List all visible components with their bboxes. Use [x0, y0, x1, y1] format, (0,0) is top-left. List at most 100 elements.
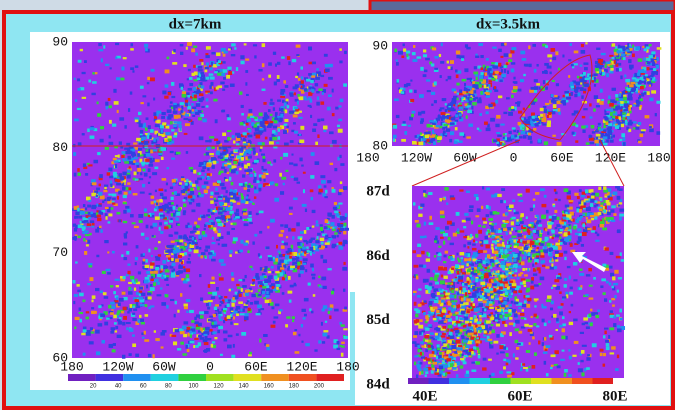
heat-cell [80, 49, 83, 51]
heat-cell [586, 217, 588, 219]
heat-cell [420, 132, 422, 134]
heat-cell [334, 211, 338, 214]
heat-cell [222, 151, 226, 155]
heat-cell [324, 84, 328, 87]
heat-cell [192, 112, 195, 114]
heat-cell [215, 304, 219, 306]
heat-cell [603, 209, 606, 212]
heat-cell [581, 44, 584, 47]
heat-cell [600, 202, 603, 205]
heat-cell [218, 60, 221, 63]
heat-cell [524, 300, 527, 304]
heat-cell [277, 62, 280, 65]
heat-cell [323, 305, 327, 309]
heat-cell [254, 117, 257, 119]
heat-cell [473, 346, 476, 349]
heat-cell [236, 333, 239, 335]
heat-cell [512, 47, 517, 50]
heat-cell [217, 73, 221, 76]
heat-cell [590, 116, 593, 118]
heat-cell [112, 349, 116, 352]
heat-cell [146, 117, 149, 120]
heat-cell [138, 214, 143, 218]
heat-cell [321, 322, 323, 326]
heat-cell [275, 112, 278, 115]
heat-cell [211, 146, 214, 148]
heat-cell [241, 196, 244, 200]
heat-cell [413, 45, 415, 48]
heat-cell [186, 311, 188, 313]
heat-cell [206, 46, 211, 49]
heat-cell [610, 252, 614, 255]
heat-cell [82, 231, 86, 234]
heat-cell [130, 67, 134, 70]
heat-cell [457, 282, 460, 284]
heat-cell [140, 172, 142, 175]
heat-cell [617, 102, 620, 105]
heat-cell [267, 161, 271, 163]
heat-cell [519, 303, 522, 306]
heat-cell [412, 52, 416, 55]
heat-cell [171, 129, 174, 131]
heat-cell [109, 135, 111, 138]
heat-cell [321, 277, 326, 281]
heat-cell [484, 122, 488, 125]
heat-cell [100, 139, 104, 143]
heat-cell [166, 255, 170, 257]
heat-cell [90, 233, 92, 235]
heat-cell [628, 129, 631, 132]
heat-cell [139, 287, 143, 290]
heat-cell [150, 284, 153, 287]
heat-cell [264, 279, 268, 283]
heat-cell [115, 279, 120, 281]
heat-cell [239, 91, 243, 94]
heat-cell [644, 92, 646, 95]
heat-cell [205, 67, 209, 69]
heat-cell [245, 313, 249, 317]
heat-cell [534, 305, 536, 307]
heat-cell [413, 265, 418, 268]
heat-cell [335, 107, 338, 110]
heat-cell [128, 108, 130, 112]
heat-cell [115, 43, 119, 45]
heat-cell [398, 51, 403, 55]
heat-cell [144, 208, 147, 211]
heat-cell [231, 182, 234, 185]
heat-cell [244, 306, 248, 308]
heat-cell [186, 47, 188, 50]
heat-cell [95, 72, 97, 74]
heat-cell [110, 67, 112, 69]
heat-cell [430, 332, 434, 335]
heat-cell [150, 271, 154, 274]
heat-cell [552, 235, 555, 237]
heat-cell [237, 287, 241, 289]
heat-cell [489, 327, 492, 330]
heat-cell [250, 116, 254, 118]
heat-cell [214, 321, 217, 324]
heat-cell [177, 121, 182, 124]
heat-cell [506, 97, 510, 99]
heat-cell [610, 352, 615, 354]
heat-cell [564, 369, 568, 372]
heat-cell [332, 113, 335, 116]
heat-cell [333, 207, 337, 210]
colorbar-label: 40 [115, 384, 122, 390]
heat-cell [118, 191, 122, 195]
heat-cell [610, 273, 614, 277]
heat-cell [492, 47, 496, 49]
heat-cell [323, 126, 328, 130]
heat-cell [204, 249, 208, 251]
heat-cell [178, 125, 181, 127]
heat-cell [482, 218, 486, 221]
heat-cell [256, 213, 259, 215]
heat-cell [300, 243, 302, 247]
heat-cell [293, 198, 297, 201]
heat-cell [580, 74, 583, 76]
heat-cell [257, 124, 259, 126]
heat-cell [257, 305, 262, 309]
heat-cell [438, 246, 441, 248]
heat-cell [173, 121, 176, 123]
heat-cell [518, 111, 522, 114]
heat-cell [593, 108, 596, 111]
heat-cell [288, 276, 291, 280]
